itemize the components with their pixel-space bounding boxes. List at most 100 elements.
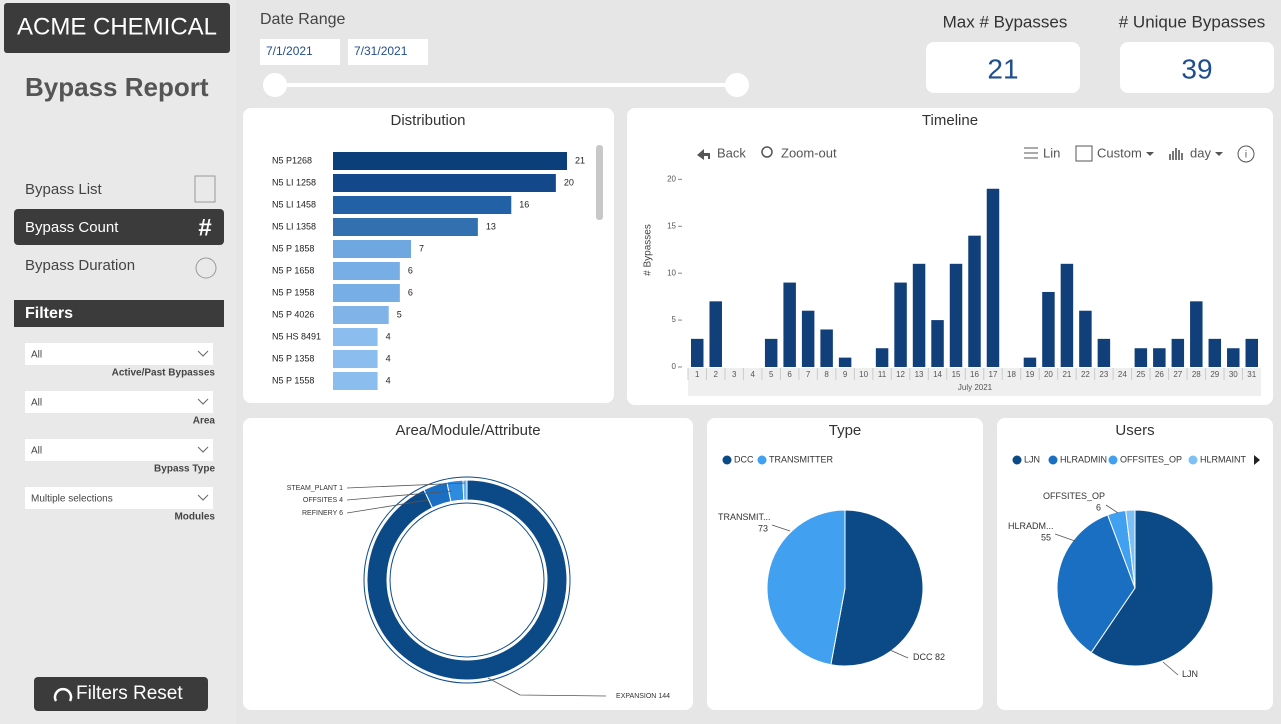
x-tick-label: 3 [732,370,737,379]
legend-more[interactable] [1254,455,1260,465]
slice [1056,514,1136,654]
toolbar-button[interactable]: Custom [1097,145,1142,160]
bar [1190,301,1203,367]
dropdown-value[interactable]: Multiple selections [31,494,113,505]
bar [1227,348,1240,367]
dropdown[interactable] [25,487,213,509]
toolbar-button[interactable]: Lin [1043,145,1060,160]
dropdown-value[interactable]: All [31,398,42,409]
bar-label: N5 LI 1458 [272,199,316,209]
x-tick-label: 24 [1118,370,1127,379]
leader-line [1162,661,1179,676]
bar [1079,310,1092,367]
calendar-icon [1075,145,1093,162]
dropdown[interactable] [25,343,213,365]
y-tick-label: 5 [672,315,677,324]
dropdown[interactable] [25,439,213,461]
chevron [197,350,209,357]
legend-swatch [1108,455,1118,465]
bar [1153,348,1166,367]
slice [366,479,568,681]
leader-line [487,677,607,697]
bar [820,329,833,367]
data-label: HLRADM... [1008,521,1054,531]
bar [986,188,1000,367]
data-label: 55 [1041,532,1051,542]
bar [1023,357,1037,367]
dropdown-value[interactable]: All [31,350,42,361]
bar [333,284,400,302]
x-tick-label: 29 [1210,370,1219,379]
info-glyph: i [1245,150,1247,161]
bar [333,174,556,192]
bar [1245,338,1258,367]
x-tick-label: 22 [1081,370,1090,379]
x-tick-label: 10 [859,370,868,379]
bar [1060,263,1074,367]
y-tick-label: 15 [667,221,676,230]
nav-item[interactable]: Bypass Count [25,219,119,236]
reset-button[interactable] [34,677,208,711]
date-box[interactable] [260,39,340,65]
reset-label[interactable]: Filters Reset [76,683,183,704]
slider-handle[interactable] [725,73,749,97]
y-tick-label: 10 [667,268,676,277]
x-tick-label: 9 [843,370,848,379]
x-tick-label: 1 [695,370,700,379]
info-icon[interactable] [1237,145,1255,163]
bar [801,310,815,367]
chart-title: Type [829,422,862,439]
nav-item[interactable]: Bypass List [25,181,103,198]
label-value: 1 [339,485,343,492]
card-label: Max # Bypasses [943,12,1068,31]
bars-icon [1169,148,1183,160]
leader-line [771,524,791,532]
x-tick-label: 12 [896,370,905,379]
data-label: EXPANSION 144 [616,693,670,700]
card-value: 39 [1181,53,1212,84]
card-label: # Unique Bypasses [1119,12,1265,31]
data-label: 4 [386,375,391,385]
leader-line [1105,504,1119,514]
date-end[interactable]: 7/31/2021 [354,44,408,58]
bar [838,357,852,367]
toolbar-button[interactable]: Back [717,145,746,160]
dropdown-value[interactable]: All [31,446,42,457]
dropdown-label: Modules [174,512,215,523]
leader-line [889,649,909,659]
legend-label: DCC [734,454,754,464]
date-start[interactable]: 7/1/2021 [266,44,313,58]
data-label: 73 [758,523,768,533]
chevron [197,446,209,453]
y-axis-label: # Bypasses [643,224,654,276]
brand: ACME CHEMICAL [17,13,217,40]
x-tick-label: 19 [1025,370,1034,379]
lin-icon [1024,147,1038,159]
data-label: 4 [386,331,391,341]
bar-label: N5 P 1558 [272,375,314,385]
slice [1125,509,1136,589]
dropdown[interactable] [25,391,213,413]
label-name: EXPANSION [616,693,656,700]
data-label: 6 [1096,502,1101,512]
toolbar-button[interactable]: day [1190,145,1211,160]
slice [766,509,846,666]
nav-item[interactable]: Bypass Duration [25,257,135,274]
bar-label: N5 P 1858 [272,243,314,253]
bar [333,152,567,170]
toolbar-button[interactable]: Zoom-out [781,145,837,160]
scrollbar[interactable] [596,145,603,220]
x-tick-label: 21 [1062,370,1071,379]
date-box[interactable] [348,39,428,65]
leader-line [346,499,429,514]
data-label: TRANSMIT... [718,512,771,522]
slider-handle[interactable] [263,73,287,97]
data-label: 13 [486,221,496,231]
bar [691,338,704,367]
label-name: OFFSITES_OP [1043,491,1105,501]
label-value: 6 [339,510,343,517]
slice [462,479,468,501]
x-tick-label: 31 [1247,370,1256,379]
filters: All Active/Past Bypasses All Area All Bypass … [25,343,215,523]
nav-selected[interactable] [14,209,224,245]
